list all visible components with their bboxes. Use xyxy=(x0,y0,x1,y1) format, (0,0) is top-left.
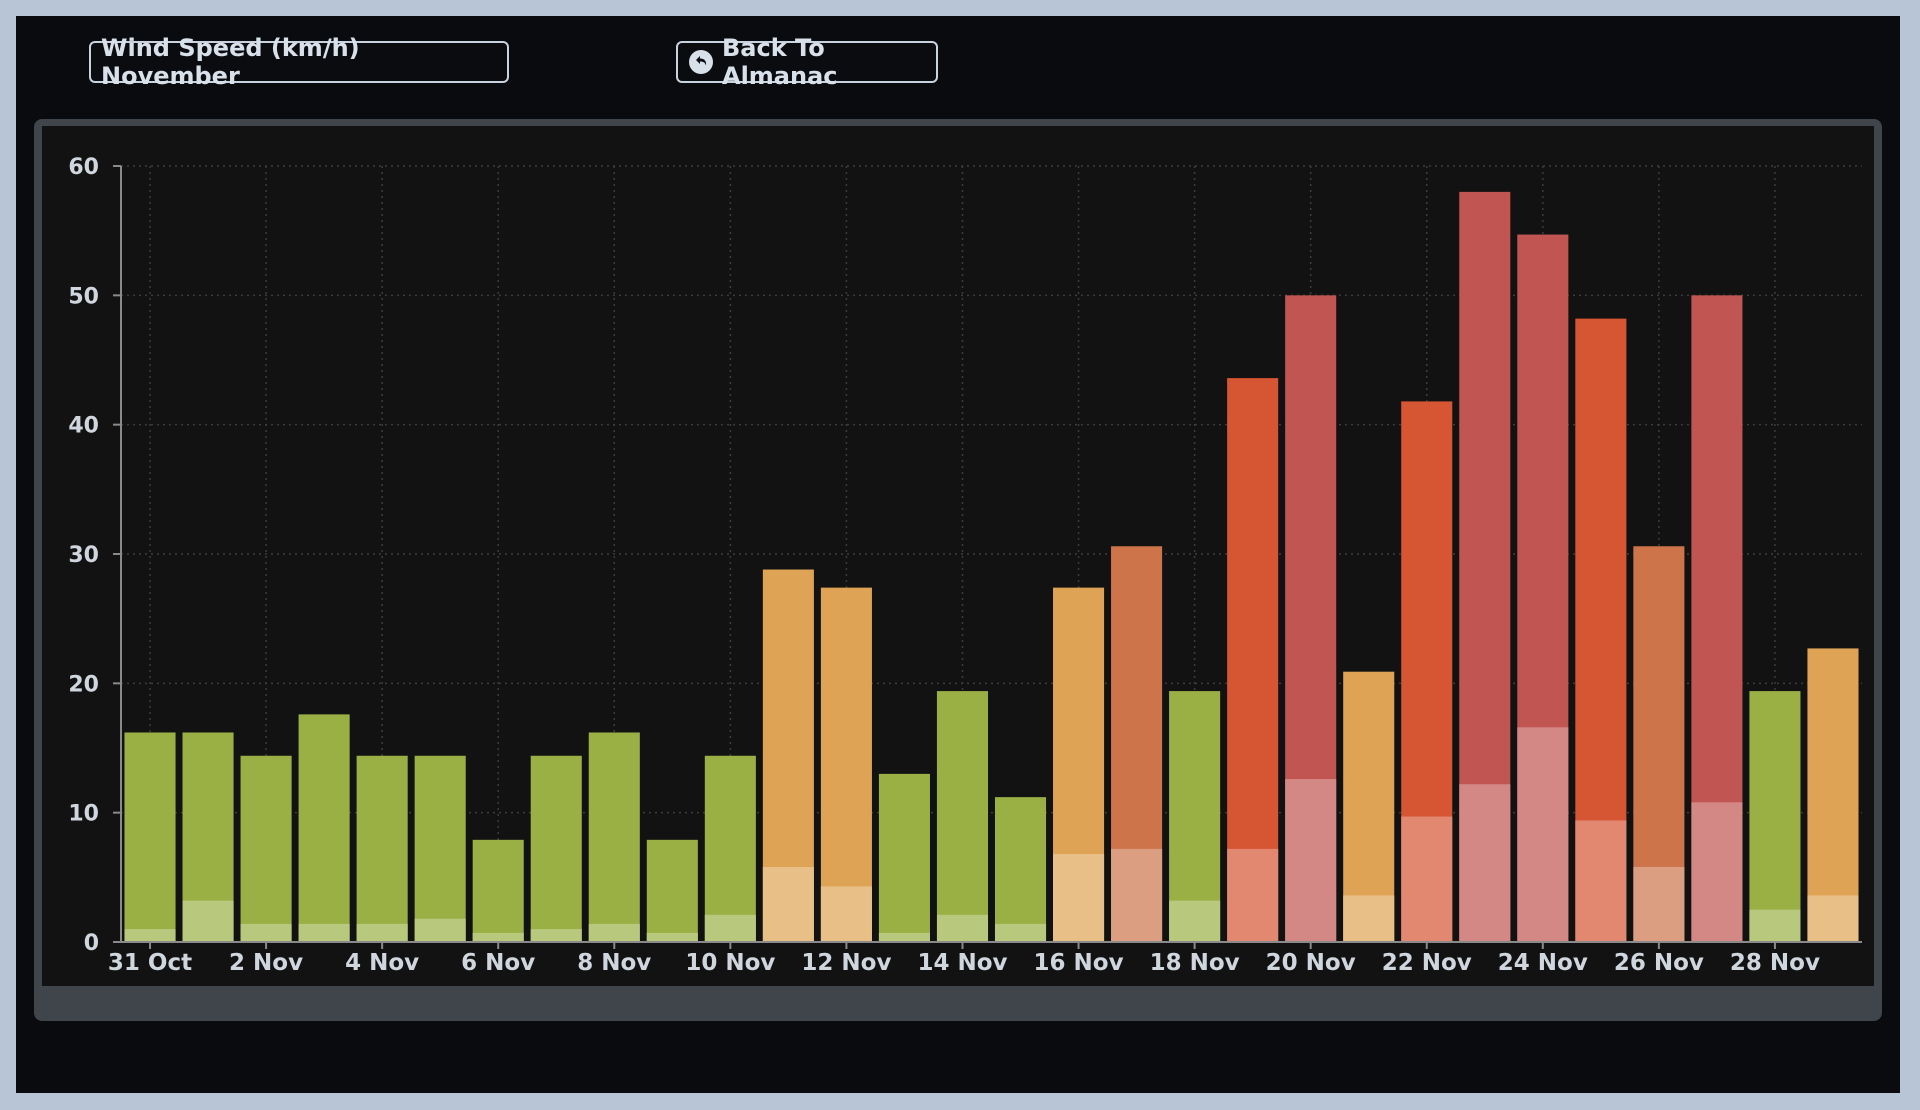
bar-max-12-Nov xyxy=(820,587,872,942)
bar-avg-17-Nov xyxy=(1111,848,1163,942)
bar-avg-11-Nov xyxy=(762,866,814,942)
bar-avg-27-Nov xyxy=(1691,802,1743,942)
x-tick-label: 16 Nov xyxy=(1034,950,1124,976)
x-tick-label: 28 Nov xyxy=(1730,950,1820,976)
x-tick-label: 24 Nov xyxy=(1498,950,1588,976)
x-tick-label: 26 Nov xyxy=(1614,950,1704,976)
bar-avg-7-Nov xyxy=(530,929,582,942)
y-tick-label: 60 xyxy=(68,155,99,180)
bar-avg-5-Nov xyxy=(414,918,466,942)
bar-max-7-Nov xyxy=(530,755,582,942)
y-tick-label: 0 xyxy=(84,931,99,956)
bar-max-5-Nov xyxy=(414,755,466,942)
bar-avg-25-Nov xyxy=(1575,820,1627,942)
bar-avg-13-Nov xyxy=(878,932,930,942)
x-tick-label: 2 Nov xyxy=(229,950,303,976)
bar-avg-23-Nov xyxy=(1459,784,1511,942)
bar-avg-26-Nov xyxy=(1633,866,1685,942)
bar-avg-9-Nov xyxy=(646,932,698,942)
back-circle-icon xyxy=(688,49,714,75)
wind-speed-chart: 0 10 20 30 40 50 60 31 Oct 2 Nov 4 Nov 6 Nov 8 Nov 1… xyxy=(68,155,1862,976)
bar-avg-15-Nov xyxy=(994,923,1047,942)
bar-avg-22-Nov xyxy=(1401,816,1453,942)
x-tick-label: 12 Nov xyxy=(801,950,891,976)
bar-max-15-Nov xyxy=(994,797,1047,942)
bar-avg-8-Nov xyxy=(588,923,640,942)
x-tick-label: 4 Nov xyxy=(345,950,419,976)
y-tick-label: 50 xyxy=(68,284,99,309)
bar-avg-20-Nov xyxy=(1285,779,1337,942)
bar-avg-2-Nov xyxy=(240,923,292,942)
bar-max-9-Nov xyxy=(646,839,698,942)
bar-avg-21-Nov xyxy=(1343,895,1395,942)
bar-avg-1-Nov xyxy=(182,900,234,942)
y-tick-label: 20 xyxy=(68,672,99,697)
app-window: Wind Speed (km/h) November Back To Alman… xyxy=(16,16,1900,1093)
bar-max-28-Nov xyxy=(1749,691,1801,942)
bar-avg-28-Nov xyxy=(1749,909,1801,942)
y-tick-label: 40 xyxy=(68,414,99,439)
bar-max-29-Nov xyxy=(1807,648,1859,942)
chart-title-button[interactable]: Wind Speed (km/h) November xyxy=(89,34,509,90)
x-tick-label: 31 Oct xyxy=(108,950,192,976)
bar-avg-14-Nov xyxy=(936,914,989,942)
bar-max-18-Nov xyxy=(1169,691,1221,942)
bar-avg-24-Nov xyxy=(1517,727,1569,942)
bar-max-10-Nov xyxy=(704,755,756,942)
bar-max-14-Nov xyxy=(936,691,989,942)
bar-avg-19-Nov xyxy=(1227,848,1279,942)
bar-max-3-Nov xyxy=(298,714,350,942)
bar-avg-16-Nov xyxy=(1053,854,1105,942)
plot-area: 0 10 20 30 40 50 60 31 Oct 2 Nov 4 Nov 6 Nov 8 Nov 1… xyxy=(42,126,1874,986)
bar-max-31-Oct xyxy=(124,732,176,942)
x-tick-label: 18 Nov xyxy=(1150,950,1240,976)
y-tick-label: 10 xyxy=(68,802,99,827)
chart-title-label: Wind Speed (km/h) November xyxy=(101,34,360,90)
bar-max-13-Nov xyxy=(878,773,930,942)
bar-max-4-Nov xyxy=(356,755,408,942)
bar-avg-12-Nov xyxy=(820,886,872,942)
x-tick-label: 22 Nov xyxy=(1382,950,1472,976)
back-to-almanac-button[interactable]: Back To Almanac xyxy=(676,34,938,90)
bar-max-2-Nov xyxy=(240,755,292,942)
back-to-almanac-label: Back To Almanac xyxy=(722,34,838,90)
x-tick-label: 20 Nov xyxy=(1266,950,1356,976)
x-tick-label: 8 Nov xyxy=(577,950,651,976)
bar-avg-18-Nov xyxy=(1169,900,1221,942)
bar-max-8-Nov xyxy=(588,732,640,942)
bar-avg-6-Nov xyxy=(472,932,524,942)
x-tick-label: 10 Nov xyxy=(685,950,775,976)
bar-avg-29-Nov xyxy=(1807,895,1859,942)
bar-avg-4-Nov xyxy=(356,923,408,942)
bar-max-19-Nov xyxy=(1227,378,1279,942)
bar-max-6-Nov xyxy=(472,839,524,942)
y-tick-label: 30 xyxy=(68,543,99,568)
bar-avg-10-Nov xyxy=(704,914,756,942)
bar-avg-31-Oct xyxy=(124,929,176,942)
bar-avg-3-Nov xyxy=(298,923,350,942)
x-tick-label: 6 Nov xyxy=(461,950,535,976)
x-tick-label: 14 Nov xyxy=(917,950,1007,976)
